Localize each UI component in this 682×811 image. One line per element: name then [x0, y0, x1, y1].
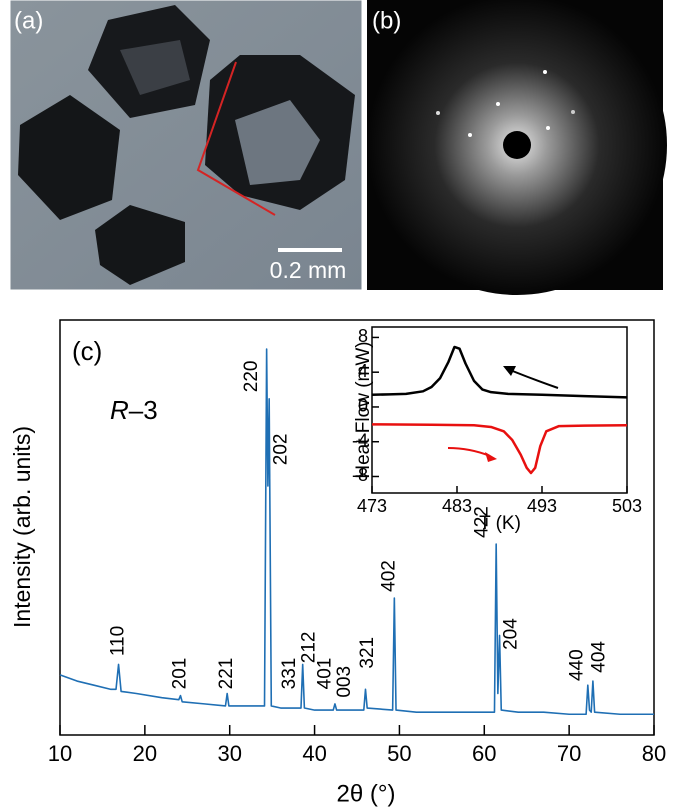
- x-tick-label: 40: [302, 741, 326, 766]
- x-tick-label: 483: [442, 496, 472, 516]
- peak-label: 003: [334, 666, 355, 698]
- peak-label: 402: [378, 560, 399, 592]
- x-tick-label: 473: [357, 496, 387, 516]
- panel-label: (b): [372, 7, 401, 34]
- peak-label: 202: [270, 434, 291, 466]
- y-tick-label: 0: [358, 396, 368, 416]
- x-tick-label: 80: [642, 741, 666, 766]
- x-tick-label: 60: [472, 741, 496, 766]
- y-tick-label: -8: [352, 465, 368, 485]
- photo-a: 0.2 mm (a): [10, 0, 362, 290]
- peak-label: 321: [357, 637, 378, 669]
- peak-label: 221: [216, 658, 237, 690]
- x-tick-label: 493: [527, 496, 557, 516]
- panel-label: (a): [14, 7, 43, 34]
- x-tick-label: 20: [133, 741, 157, 766]
- peak-label: 331: [279, 658, 300, 690]
- peak-label: 204: [500, 618, 521, 650]
- inset-x-label: T (K): [479, 513, 521, 534]
- peak-label: 220: [241, 361, 262, 393]
- photo-b: (b): [367, 0, 667, 295]
- peak-label: 110: [108, 626, 129, 656]
- y-tick-label: -4: [352, 430, 368, 450]
- space-group-suffix: –3: [129, 395, 158, 425]
- space-group-symbol: R: [110, 395, 129, 425]
- x-tick-label: 10: [48, 741, 72, 766]
- y-tick-label: 4: [358, 361, 368, 381]
- peak-label: 401: [315, 658, 336, 690]
- panel-label: (c): [72, 336, 102, 366]
- x-axis-label: 2θ (°): [337, 780, 396, 807]
- y-tick-label: 8: [358, 326, 368, 346]
- peak-label: 404: [589, 641, 610, 673]
- y-axis-label: Intensity (arb. units): [9, 426, 35, 628]
- space-group: R–3: [110, 395, 158, 425]
- peak-label: 201: [170, 658, 191, 690]
- x-tick-label: 503: [612, 496, 642, 516]
- x-tick-label: 30: [217, 741, 241, 766]
- peak-label: 440: [567, 649, 588, 681]
- scale-bar-label: 0.2 mm: [270, 257, 347, 283]
- x-tick-label: 70: [557, 741, 581, 766]
- figure: 0.2 mm (a) (b) (c) R–3 2θ (°) Intensity …: [0, 0, 682, 811]
- x-tick-label: 50: [387, 741, 411, 766]
